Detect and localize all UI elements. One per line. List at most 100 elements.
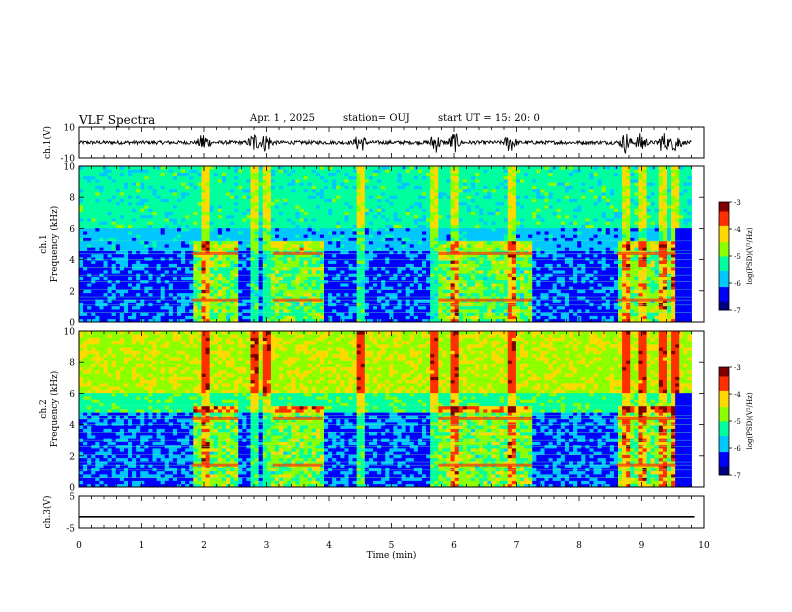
spectrogram-cell: [450, 195, 456, 199]
spectrogram-cell: [332, 247, 337, 251]
spectrogram-cell: [111, 240, 117, 245]
spectrogram-cell: [246, 315, 251, 320]
spectrogram-cell: [356, 169, 362, 173]
spectrogram-cell: [483, 224, 488, 229]
spectrogram-cell: [287, 214, 292, 219]
spectrogram-cell: [332, 234, 337, 238]
spectrogram-cell: [201, 198, 206, 203]
spectrogram-cell: [87, 234, 92, 238]
spectrogram-cell: [413, 286, 419, 290]
spectrogram-cell: [487, 309, 492, 313]
spectrogram-cell: [123, 218, 129, 222]
spectrogram-cell: [209, 296, 215, 300]
spectrogram-cell: [422, 263, 427, 268]
spectrogram-cell: [364, 218, 370, 222]
spectrogram-cell: [226, 198, 231, 203]
spectrogram-cell: [393, 175, 398, 180]
spectrogram-cell: [266, 188, 272, 193]
spectrogram-cell: [103, 205, 108, 209]
spectrogram-cell: [164, 315, 170, 320]
spectrogram-cell: [275, 175, 280, 180]
spectrogram-cell: [209, 221, 215, 225]
spectrogram-cell: [234, 318, 239, 323]
spectrogram-cell: [242, 218, 247, 222]
spectrogram-cell: [119, 198, 125, 203]
spectrogram-cell: [177, 276, 182, 281]
spectrogram-cell: [315, 175, 321, 180]
spectrogram-cell: [368, 198, 374, 203]
spectrogram-cell: [258, 266, 264, 271]
spectrogram-cell: [226, 315, 231, 320]
spectrogram-cell: [479, 192, 484, 196]
chart-title: VLF Spectra: [79, 113, 156, 127]
spectrogram-cell: [217, 201, 223, 206]
spectrogram-cell: [426, 166, 431, 170]
spectrogram-cell: [487, 227, 492, 232]
spectrogram-cell: [164, 169, 170, 173]
spectrogram-cell: [258, 263, 264, 268]
spectrogram-cell: [450, 192, 456, 196]
spectrogram-cell: [397, 234, 402, 238]
spectrogram-cell: [205, 289, 211, 294]
spectrogram-cell: [483, 253, 488, 258]
spectrogram-cell: [360, 309, 366, 313]
spectrogram-cell: [221, 302, 227, 307]
spectrogram-cell: [91, 250, 96, 255]
spectrogram-cell: [324, 240, 329, 245]
spectrogram-cell: [140, 175, 145, 180]
spectrogram-cell: [364, 211, 370, 216]
spectrogram-cell: [291, 224, 296, 229]
spectrogram-cell: [389, 296, 394, 300]
spectrogram-cell: [238, 227, 243, 232]
spectrogram-cell: [458, 169, 464, 173]
spectrogram-cell: [185, 257, 190, 261]
spectrogram-cell: [270, 208, 276, 212]
spectrogram-cell: [136, 188, 141, 193]
spectrogram-cell: [79, 198, 84, 203]
spectrogram-cell: [238, 283, 243, 287]
spectrogram-cell: [234, 289, 239, 294]
spectrogram-cell: [164, 309, 170, 313]
spectrogram-cell: [111, 270, 117, 274]
spectrogram-cell: [426, 224, 431, 229]
spectrogram-cell: [246, 237, 251, 242]
spectrogram-cell: [226, 169, 231, 173]
spectrogram-cell: [83, 244, 88, 248]
spectrogram-cell: [373, 266, 378, 271]
spectrogram-cell: [352, 257, 358, 261]
spectrogram-cell: [128, 266, 133, 271]
spectrogram-cell: [283, 289, 288, 294]
spectrogram-cell: [275, 302, 280, 307]
spectrogram-cell: [270, 179, 276, 183]
spectrogram-cell: [466, 211, 472, 216]
spectrogram-cell: [246, 260, 251, 264]
spectrogram-cell: [221, 179, 227, 183]
spectrogram-cell: [123, 260, 129, 264]
spectrogram-cell: [368, 205, 374, 209]
spectrogram-cell: [466, 276, 472, 281]
spectrogram-cell: [107, 221, 113, 225]
spectrogram-cell: [426, 172, 431, 177]
spectrogram-cell: [454, 257, 460, 261]
spectrogram-cell: [83, 309, 88, 313]
spectrogram-cell: [471, 211, 476, 216]
spectrogram-cell: [205, 227, 211, 232]
spectrogram-cell: [413, 175, 419, 180]
spectrogram-cell: [83, 218, 88, 222]
spectrogram-cell: [287, 175, 292, 180]
spectrogram-cell: [487, 214, 492, 219]
spectrogram-cell: [83, 240, 88, 245]
spectrogram-cell: [234, 182, 239, 186]
spectrogram-cell: [483, 195, 488, 199]
spectrogram-cell: [168, 214, 174, 219]
spectrogram-cell: [262, 240, 268, 245]
spectrogram-cell: [115, 305, 121, 310]
spectrogram-cell: [364, 179, 370, 183]
spectrogram-cell: [201, 292, 206, 297]
spectrogram-cell: [303, 283, 309, 287]
spectrogram-cell: [230, 292, 235, 297]
spectrogram-cell: [389, 257, 394, 261]
spectrogram-cell: [217, 192, 223, 196]
spectrogram-cell: [491, 292, 496, 297]
spectrogram-cell: [83, 227, 88, 232]
